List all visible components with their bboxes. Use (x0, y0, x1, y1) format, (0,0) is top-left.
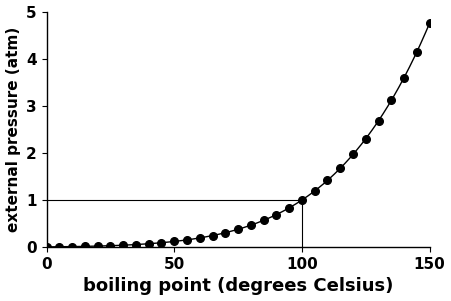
Y-axis label: external pressure (atm): external pressure (atm) (5, 27, 21, 232)
X-axis label: boiling point (degrees Celsius): boiling point (degrees Celsius) (83, 278, 393, 296)
